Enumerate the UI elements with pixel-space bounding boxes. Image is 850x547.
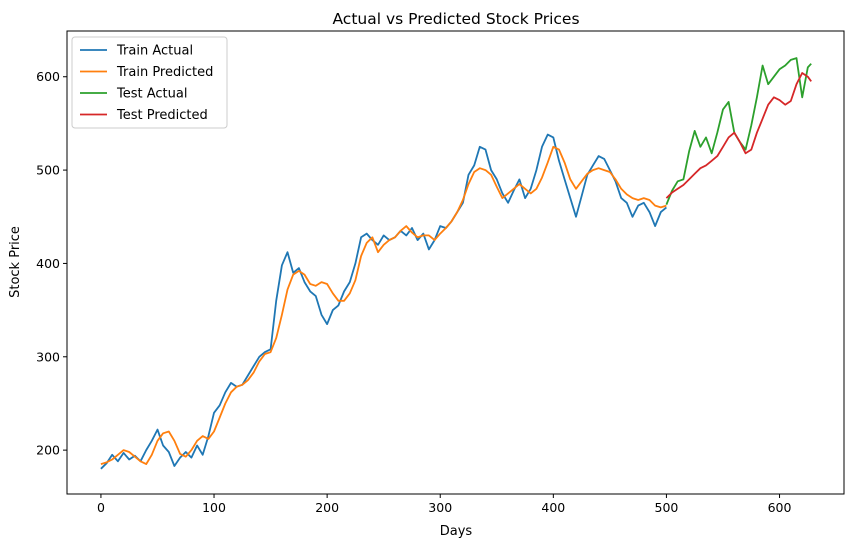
- legend-box: [71, 36, 228, 129]
- legend-label-train-predicted: Train Predicted: [116, 65, 213, 80]
- x-tick-label: 100: [202, 500, 226, 515]
- legend-label-train-actual: Train Actual: [116, 44, 193, 59]
- series-line-test-predicted: [665, 72, 812, 199]
- y-tick-label: 400: [36, 256, 60, 271]
- x-tick-label: 400: [541, 500, 565, 515]
- legend-label-test-predicted: Test Predicted: [116, 108, 208, 123]
- legend: Train Actual Train Predicted Test Actual Te…: [71, 36, 228, 129]
- y-tick-label: 300: [36, 349, 60, 364]
- y-tick-label: 600: [36, 69, 60, 84]
- x-axis-label: Days: [440, 524, 473, 539]
- series-line-train-actual: [100, 133, 667, 470]
- plot-frame: [66, 30, 845, 495]
- y-axis-label: Stock Price: [8, 226, 23, 298]
- series-line-train-predicted: [100, 145, 667, 466]
- x-tick-label: 0: [97, 500, 105, 515]
- chart-title: Actual vs Predicted Stock Prices: [332, 10, 579, 28]
- x-tick-label: 600: [768, 500, 792, 515]
- y-tick-label: 200: [36, 443, 60, 458]
- x-tick-label: 300: [428, 500, 452, 515]
- y-tick-label: 500: [36, 163, 60, 178]
- legend-label-test-actual: Test Actual: [116, 87, 187, 102]
- x-tick-label: 200: [315, 500, 339, 515]
- x-axis: 0 100 200 300 400 500 600: [97, 494, 792, 515]
- y-axis: 200 300 400 500 600: [36, 69, 67, 458]
- x-tick-label: 500: [655, 500, 679, 515]
- series-layer: [100, 57, 812, 470]
